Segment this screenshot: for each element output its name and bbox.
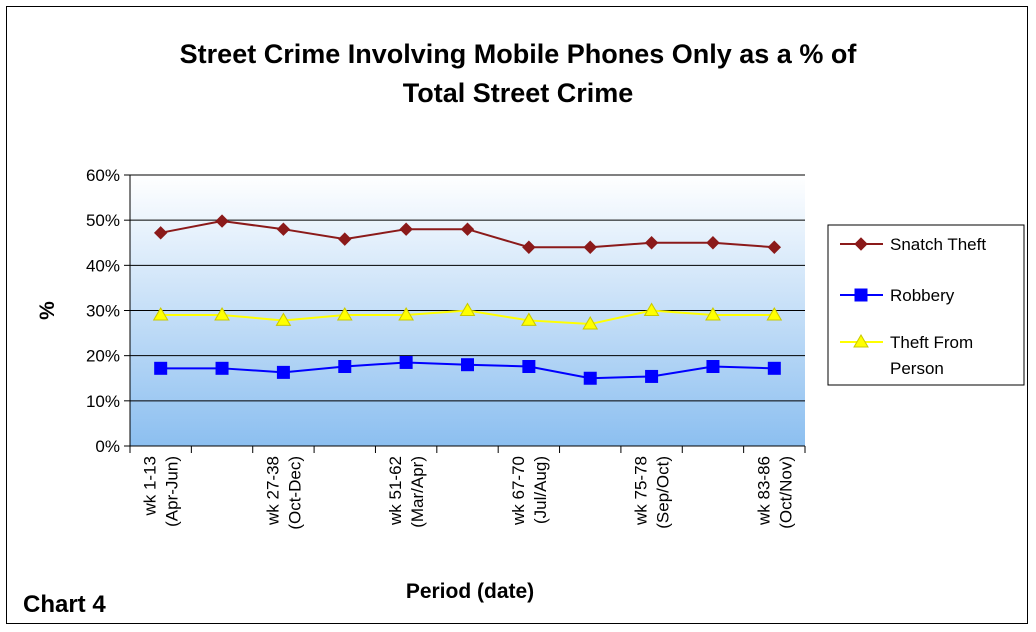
legend-label: Theft From [890,333,973,352]
x-tick-label-line: wk 27-38 [263,456,282,526]
y-axis-ticks: 0% 10% 20% 30% 40% 50% 60% [86,166,130,456]
series-theft-from-person [152,302,783,330]
point-theft-from-person-marker [766,307,783,321]
series-robbery [154,355,781,385]
legend-item-theft-from-person: Theft From Person [840,333,973,378]
point-snatch-theft-marker [522,240,536,254]
point-robbery-marker [276,365,290,379]
y-tick-label: 40% [86,256,120,275]
chart-title-line-1: Street Crime Involving Mobile Phones Onl… [180,39,858,69]
point-snatch-theft-marker [276,222,291,236]
x-axis-ticks: wk 1-13 (Apr-Jun) wk 27-38 (Oct-Dec) wk 51-6… [129,446,806,530]
point-robbery-marker [645,369,659,383]
x-tick-label-line: (Sep/Oct) [654,456,673,529]
chart-title-line-2: Total Street Crime [403,78,634,108]
legend-item-snatch-theft: Snatch Theft [840,235,986,254]
point-theft-from-person-marker [214,307,230,321]
legend-robbery-marker [854,288,868,302]
point-robbery-marker [767,361,781,375]
point-snatch-theft-marker [399,222,413,236]
y-tick-label: 30% [86,302,120,321]
legend-snatch-theft-marker [854,237,868,251]
point-snatch-theft-marker [153,226,168,240]
x-tick-label: wk 1-13 (Apr-Jun) [141,456,182,527]
point-theft-from-person-marker [643,302,660,316]
legend-label: Robbery [890,286,955,305]
x-tick-label-line: (Mar/Apr) [408,456,427,528]
point-robbery-marker [215,361,229,375]
x-tick-label-line: (Jul/Aug) [531,456,550,524]
point-robbery-marker [522,360,536,374]
series [152,214,783,385]
point-theft-from-person-marker [152,307,169,321]
legend-theft-from-person-marker [853,334,869,348]
point-theft-from-person-marker [398,307,415,321]
legend-item-robbery: Robbery [840,286,955,305]
x-axis-title: Period (date) [406,580,534,603]
x-tick-label-line: (Oct/Nov) [776,456,795,529]
legend: Snatch Theft Robbery Theft From Person [827,224,1025,386]
point-snatch-theft-marker [706,236,720,250]
y-tick-label: 20% [86,347,120,366]
x-tick-label-line: wk 51-62 [386,456,405,526]
x-tick-label-line: (Apr-Jun) [163,456,182,527]
point-theft-from-person-marker [520,312,537,326]
x-tick-label: wk 67-70 (Jul/Aug) [509,456,550,526]
x-tick-label-line: wk 75-78 [632,456,651,526]
y-tick-label: 0% [95,437,120,456]
point-robbery-marker [706,360,720,374]
x-tick-label: wk 27-38 (Oct-Dec) [263,456,304,530]
point-snatch-theft-marker [583,240,597,254]
y-tick-label: 60% [86,166,120,185]
point-robbery-marker [583,371,597,385]
y-axis-title: % [36,301,59,320]
point-snatch-theft-marker [460,222,475,236]
x-tick-label-line: wk 1-13 [141,456,160,517]
legend-box [827,224,1025,386]
point-snatch-theft-marker [767,240,782,254]
y-tick-label: 50% [86,211,120,230]
x-tick-label: wk 75-78 (Sep/Oct) [632,456,673,529]
legend-label: Person [890,359,944,378]
point-robbery-marker [154,361,168,375]
chart-number-label: Chart 4 [23,591,106,618]
point-snatch-theft-marker [338,232,352,246]
point-theft-from-person-marker [705,307,721,321]
point-snatch-theft-marker [215,214,229,228]
x-tick-label: wk 83-86 (Oct/Nov) [754,456,795,529]
point-theft-from-person-marker [459,302,476,316]
point-snatch-theft-marker [644,236,659,250]
x-tick-label-line: wk 83-86 [754,456,773,526]
x-tick-label: wk 51-62 (Mar/Apr) [386,456,427,528]
series-snatch-theft [153,214,782,254]
point-robbery-marker [461,358,474,372]
point-robbery-marker [338,360,352,374]
point-theft-from-person-marker [582,316,599,330]
point-robbery-marker [399,355,413,369]
y-tick-label: 10% [86,392,120,411]
x-tick-label-line: (Oct-Dec) [285,456,304,530]
point-theft-from-person-marker [275,312,292,326]
point-theft-from-person-marker [336,307,353,321]
x-tick-label-line: wk 67-70 [509,456,528,526]
legend-label: Snatch Theft [890,235,986,254]
